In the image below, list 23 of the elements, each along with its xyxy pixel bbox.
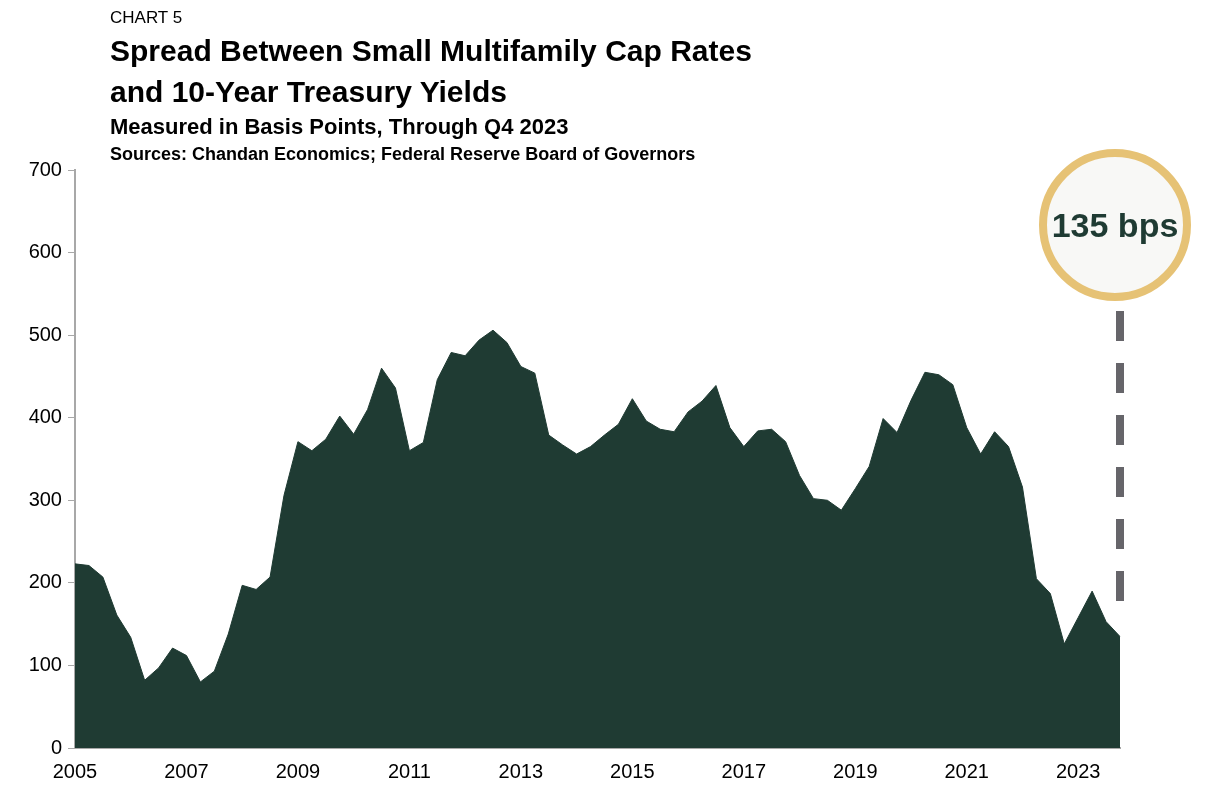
annotation: 135 bps [1051,205,1179,245]
chart-subtitle: Measured in Basis Points, Through Q4 2023 [110,113,570,141]
y-tick-label: 400 [28,405,62,428]
x-tick-label: 2005 [52,759,98,782]
y-tick-label: 300 [28,487,62,510]
x-tick-label: 2015 [610,759,655,782]
y-tick-label: 0 [50,735,62,758]
caption: CHART 5 [110,8,184,28]
x-tick-label: 2013 [498,759,544,782]
x-tick-label: 2023 [1055,759,1101,782]
x-tick-label: 2021 [944,759,989,782]
x-tick-label: 2017 [721,759,767,782]
y-tick-label: 200 [28,570,62,593]
y-tick-label: 500 [28,322,62,345]
y-tick-label: 600 [28,240,62,263]
y-tick-label: 700 [28,157,62,180]
x-tick-label: 2009 [275,759,321,782]
source-note: Sources: Chandan Economics; Federal Reserve Board of Governors [110,143,697,166]
chart-title: Spread Between Small Multifamily Cap Rates and 10-Year Treasury Yields [110,33,753,110]
y-tick-label: 100 [28,652,62,675]
x-tick-label: 2011 [387,759,431,782]
x-tick-label: 2007 [164,759,209,782]
x-tick-label: 2019 [833,759,878,782]
